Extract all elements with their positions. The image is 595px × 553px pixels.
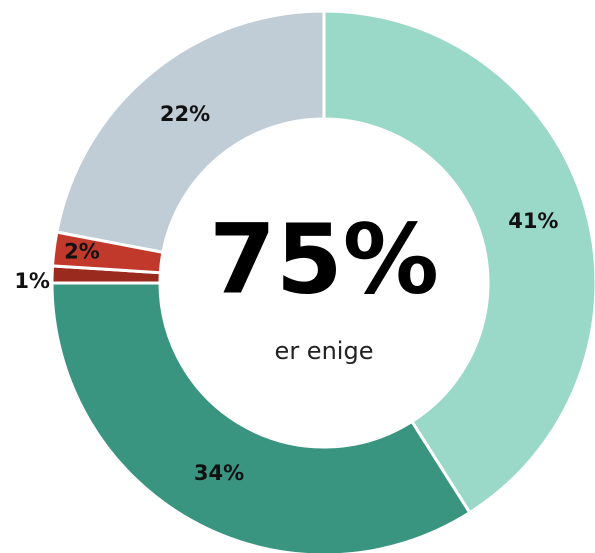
segment	[55, 9, 326, 255]
data-label: 1%	[14, 269, 50, 293]
data-label: 41%	[508, 209, 558, 233]
data-label: 34%	[194, 461, 244, 485]
data-label: 2%	[64, 239, 100, 263]
segment	[322, 9, 595, 515]
data-label: 22%	[160, 102, 210, 126]
center-value: 75%	[209, 203, 439, 315]
center-label: er enige	[275, 337, 374, 365]
segment	[50, 281, 472, 553]
